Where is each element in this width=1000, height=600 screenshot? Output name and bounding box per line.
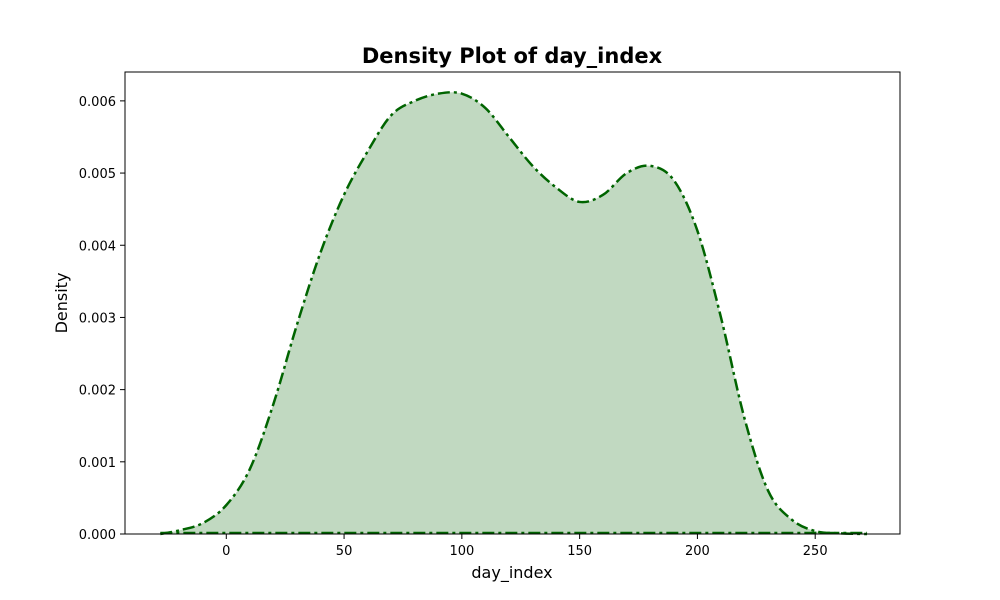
x-axis: 0 50 100 150 200 250 <box>222 534 828 559</box>
y-axis: 0.000 0.001 0.002 0.003 0.004 0.005 0.006 <box>79 95 125 543</box>
x-tick-label: 200 <box>685 544 710 559</box>
density-area <box>160 92 868 535</box>
y-tick-label: 0.004 <box>79 239 116 254</box>
x-tick-label: 50 <box>336 544 353 559</box>
y-tick-label: 0.000 <box>79 528 116 543</box>
y-tick-label: 0.006 <box>79 95 116 110</box>
y-tick-label: 0.005 <box>79 167 116 182</box>
chart-title: Density Plot of day_index <box>362 44 663 68</box>
y-tick-label: 0.003 <box>79 311 116 326</box>
x-tick-label: 0 <box>222 544 230 559</box>
y-tick-label: 0.001 <box>79 456 116 471</box>
x-tick-label: 100 <box>449 544 474 559</box>
density-line <box>160 91 868 536</box>
x-tick-label: 250 <box>803 544 828 559</box>
x-axis-title: day_index <box>471 563 552 583</box>
plot-area <box>160 91 868 536</box>
y-tick-label: 0.002 <box>79 384 116 399</box>
x-tick-label: 150 <box>567 544 592 559</box>
plot-frame <box>124 71 901 535</box>
y-axis-title: Density <box>52 273 71 334</box>
